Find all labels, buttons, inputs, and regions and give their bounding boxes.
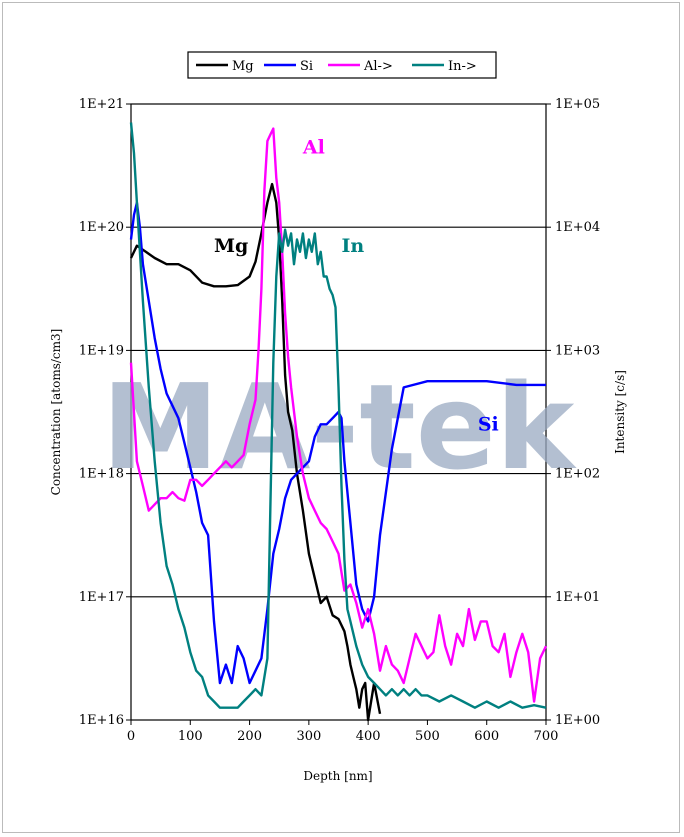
x-tick-label: 300: [296, 729, 321, 744]
series-lines: [129, 122, 548, 722]
y2-tick-label: 1E+02: [555, 467, 600, 482]
y-tick-label: 1E+18: [79, 467, 124, 482]
legend-label: In->: [448, 59, 477, 74]
x-tick-label: 600: [474, 729, 499, 744]
annotation-in: In: [341, 235, 364, 257]
y-tick-label: 1E+16: [79, 713, 124, 728]
x-tick-label: 500: [415, 729, 440, 744]
axis-ticks: 1E+16 1E+17 1E+18 1E+19 1E+20 1E+21 1E+00 1E+01…: [79, 97, 600, 744]
x-tick-label: 700: [534, 729, 559, 744]
y-tick-label: 1E+17: [79, 590, 124, 605]
y-tick-label: 1E+19: [79, 343, 124, 358]
y2-tick-label: 1E+00: [555, 713, 600, 728]
y-axis-label: Concentration [atoms/cm3]: [49, 329, 63, 496]
annotation-si: Si: [478, 413, 499, 435]
legend-label: Si: [300, 59, 313, 74]
y-tick-label: 1E+21: [79, 97, 124, 112]
legend: Mg Si Al-> In->: [187, 51, 497, 79]
x-tick-label: 0: [127, 729, 135, 744]
y2-axis-label: Intensity [c/s]: [613, 370, 627, 454]
annotation-al: Al: [302, 136, 325, 158]
gridlines: [131, 226, 546, 598]
y2-tick-label: 1E+03: [555, 343, 600, 358]
series-line-mg: [129, 182, 382, 722]
x-axis-label: Depth [nm]: [303, 769, 372, 783]
annotations: Mg Al In Si: [214, 136, 499, 435]
series-line-al: [129, 127, 548, 703]
y2-tick-label: 1E+04: [555, 220, 600, 235]
annotation-mg: Mg: [214, 235, 248, 257]
x-tick-label: 100: [178, 729, 203, 744]
series-line-in: [129, 122, 547, 709]
x-tick-label: 400: [356, 729, 381, 744]
y2-tick-label: 1E+05: [555, 97, 600, 112]
y2-tick-label: 1E+01: [555, 590, 600, 605]
plot-area: [130, 103, 547, 721]
y-tick-label: 1E+20: [79, 220, 124, 235]
x-tick-label: 200: [237, 729, 262, 744]
legend-label: Al->: [363, 59, 393, 74]
legend-label: Mg: [232, 59, 254, 74]
